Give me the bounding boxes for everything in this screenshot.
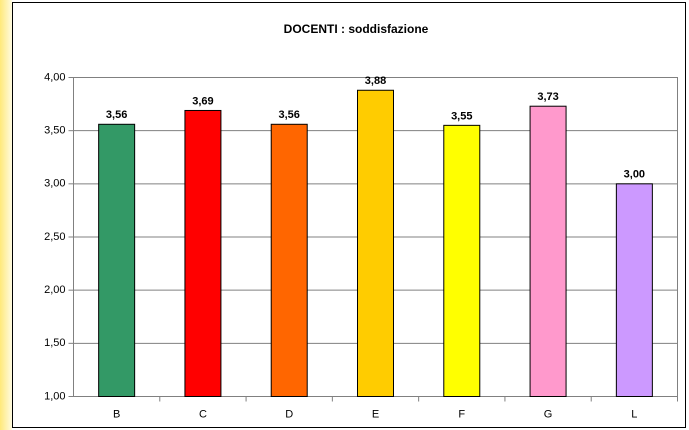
x-tick-label: E [372,408,379,420]
data-label: 3,00 [624,169,645,181]
x-tick-label: C [199,408,207,420]
x-tick-label: F [458,408,465,420]
bar [615,183,653,397]
data-label: 3,56 [279,109,300,121]
side-strip [0,0,12,430]
data-label: 3,56 [106,109,127,121]
bar [357,89,394,397]
bar [270,123,308,398]
y-tick-label: 2,00 [44,284,65,296]
x-tick-label: B [113,408,120,420]
y-tick-label: 1,50 [44,337,65,349]
y-tick-label: 1,00 [44,390,65,402]
x-tick-label: G [544,408,553,420]
bar [529,105,567,398]
y-tick-label: 2,50 [44,231,65,243]
bar [184,109,222,397]
bar [443,124,481,397]
bar [98,123,136,398]
data-label: 3,69 [192,95,213,107]
data-label: 3,88 [365,75,386,87]
y-tick-label: 3,00 [44,178,65,190]
x-tick-label: D [285,408,293,420]
y-tick-label: 4,00 [44,71,65,83]
data-label: 3,73 [537,91,558,103]
data-label: 3,55 [451,110,472,122]
x-tick-label: L [631,408,637,420]
y-tick-label: 3,50 [44,125,65,137]
chart-title: DOCENTI : soddisfazione [284,22,429,36]
